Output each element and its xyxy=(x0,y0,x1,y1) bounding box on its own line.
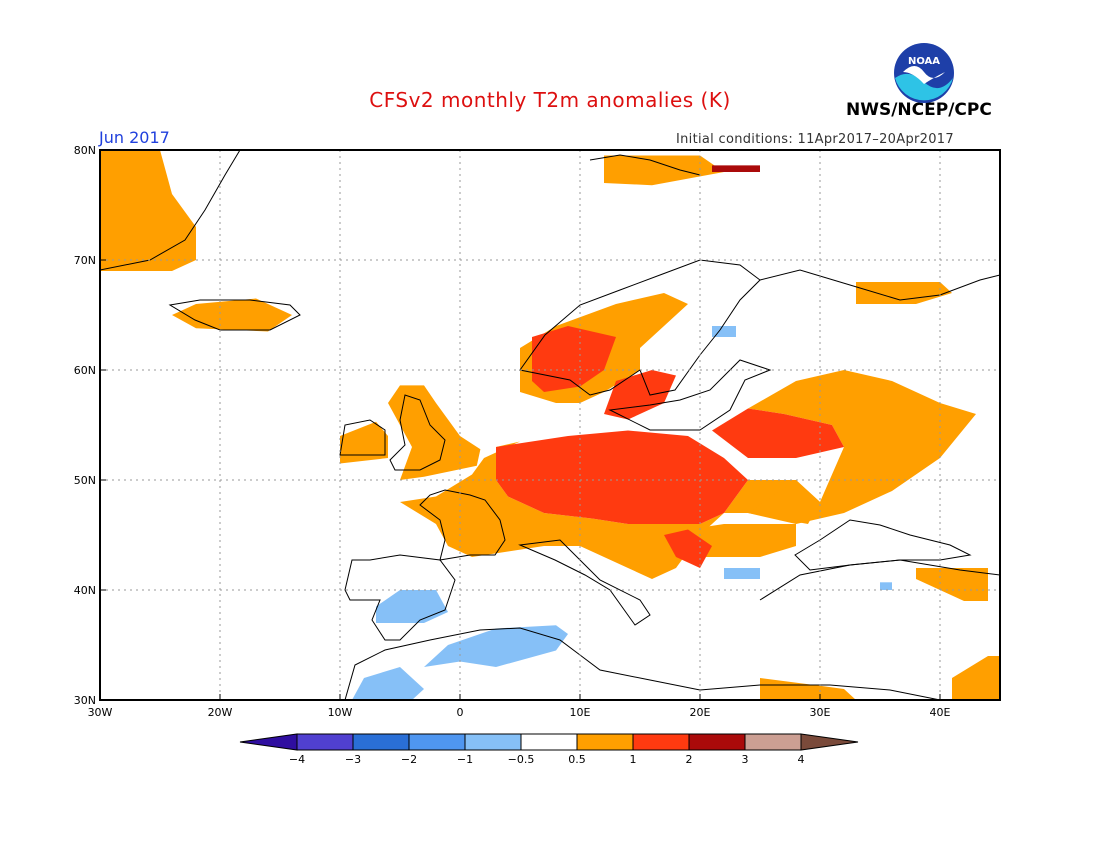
coastline-iberia xyxy=(344,554,456,641)
coastlines xyxy=(100,150,1000,700)
coastline-norway xyxy=(519,259,761,396)
noaa-logo: NOAA xyxy=(894,43,954,103)
colorbar: −4 −3 −2 −1 −0.5 0.5 1 2 3 4 xyxy=(239,733,859,766)
anomaly-region-eastern-balkans xyxy=(688,524,796,557)
colorbar-label: 3 xyxy=(742,753,749,766)
anomaly-region-svalbard xyxy=(604,155,724,186)
anomaly-region-ireland xyxy=(340,421,388,464)
anomaly-region-middle-east xyxy=(952,656,1000,700)
lon-tick-label: 30W xyxy=(88,706,113,719)
anomaly-region-greenland xyxy=(100,150,196,271)
anomaly-region-great-britain xyxy=(388,385,481,480)
lon-tick-label: 30E xyxy=(810,706,831,719)
axis-ticks: 30W 20W 10W 0 10E 20E 30E 40E 30N 40N 50N 60N 70N 80N xyxy=(74,144,951,719)
colorbar-box xyxy=(352,733,410,751)
anomaly-region-svalbard-east xyxy=(712,165,760,172)
colorbar-label: −0.5 xyxy=(508,753,535,766)
anomaly-region-algeria xyxy=(424,625,568,667)
coastline-ireland xyxy=(339,419,386,456)
lon-tick-label: 20E xyxy=(690,706,711,719)
colorbar-box xyxy=(744,733,802,751)
colorbar-label: 2 xyxy=(686,753,693,766)
coastline-blacksea xyxy=(794,519,972,571)
anomaly-region-gulf-of-bothnia xyxy=(712,326,736,337)
colorbar-label: 1 xyxy=(630,753,637,766)
colorbar-label: −2 xyxy=(401,753,417,766)
anomaly-region-western-europe xyxy=(400,441,820,579)
lon-tick-label: 40E xyxy=(930,706,951,719)
colorbar-box xyxy=(296,733,354,751)
anomaly-region-kola xyxy=(856,282,952,304)
coastline-baltic xyxy=(608,359,772,431)
coastline-svalbard xyxy=(589,154,701,176)
coastline-kola xyxy=(759,269,1000,301)
anomaly-region-eastern-europe xyxy=(748,370,976,524)
lon-tick-label: 10W xyxy=(328,706,353,719)
coastline-greenland xyxy=(100,150,241,271)
colorbar-label: 4 xyxy=(798,753,805,766)
lon-tick-label: 0 xyxy=(457,706,464,719)
colorbar-box xyxy=(688,733,746,751)
anomaly-region-turkey-east xyxy=(916,568,988,601)
lat-tick-label: 60N xyxy=(74,364,96,377)
map-title: CFSv2 monthly T2m anomalies (K) xyxy=(369,88,731,112)
graticule xyxy=(100,150,1000,700)
colorbar-label: −3 xyxy=(345,753,361,766)
colorbar-box xyxy=(520,733,578,751)
anomaly-region-baltic-belarus xyxy=(712,408,844,458)
lon-tick-label: 10E xyxy=(570,706,591,719)
lat-tick-label: 80N xyxy=(74,144,96,157)
coastline-france xyxy=(419,489,506,561)
noaa-logo-text: NOAA xyxy=(908,56,940,67)
colorbar-box xyxy=(576,733,634,751)
coastline-italy xyxy=(518,539,651,626)
colorbar-max-arrow xyxy=(800,733,859,751)
colorbar-label: 0.5 xyxy=(568,753,586,766)
lat-tick-label: 70N xyxy=(74,254,96,267)
anomaly-region-iberia xyxy=(376,590,448,623)
map-frame xyxy=(99,149,1001,701)
colorbar-box xyxy=(464,733,522,751)
colorbar-min-arrow xyxy=(239,733,298,751)
lat-tick-label: 30N xyxy=(74,694,96,707)
lat-tick-label: 50N xyxy=(74,474,96,487)
forecast-period: Jun 2017 xyxy=(99,128,170,147)
anomaly-region-greece xyxy=(724,568,760,579)
lon-tick-label: 20W xyxy=(208,706,233,719)
anomaly-region-egypt-coast xyxy=(760,678,856,700)
anomaly-region-central-europe xyxy=(496,430,748,524)
anomaly-region-morocco xyxy=(352,667,424,700)
initial-conditions-label: Initial conditions: 11Apr2017–20Apr2017 xyxy=(676,132,954,147)
coastline-britain xyxy=(389,394,446,471)
coastline-iceland xyxy=(168,299,301,331)
organization-label: NWS/NCEP/CPC xyxy=(846,100,992,120)
lat-tick-label: 40N xyxy=(74,584,96,597)
colorbar-label: −4 xyxy=(289,753,305,766)
colorbar-box xyxy=(632,733,690,751)
colorbar-box xyxy=(408,733,466,751)
colorbar-label: −1 xyxy=(457,753,473,766)
anomaly-region-turkey xyxy=(880,582,892,590)
anomaly-region-southern-norway xyxy=(532,326,616,392)
